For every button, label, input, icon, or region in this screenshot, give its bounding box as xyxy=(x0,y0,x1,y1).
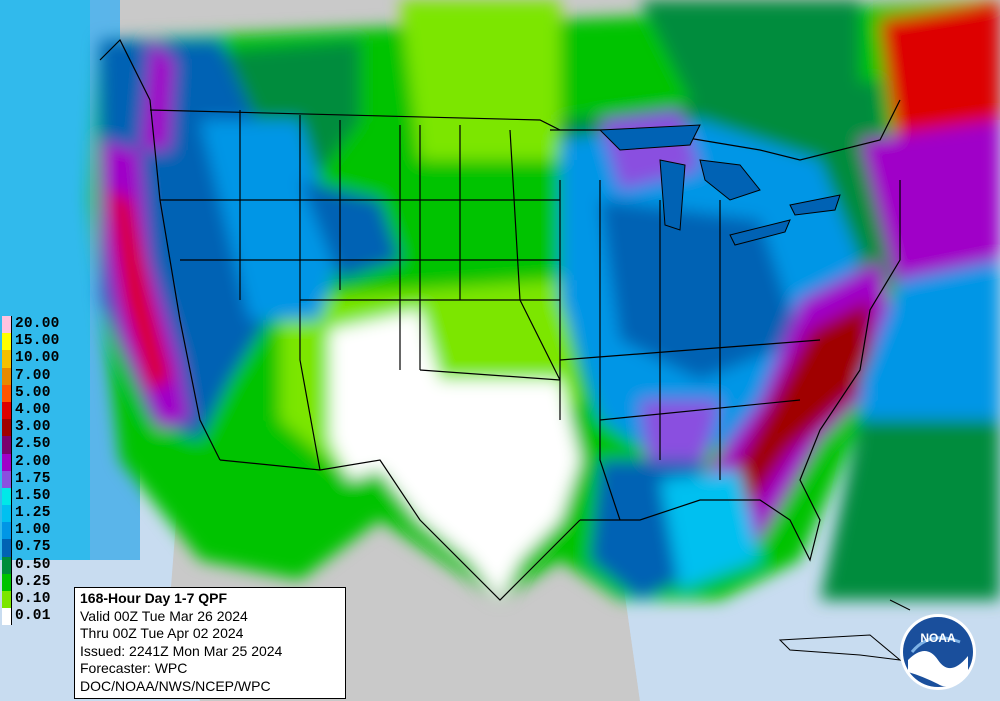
legend-label: 0.50 xyxy=(15,556,51,573)
legend-row: 0.10 xyxy=(2,591,74,609)
legend-label: 2.50 xyxy=(15,436,51,453)
legend-label: 20.00 xyxy=(15,316,60,332)
agency: DOC/NOAA/NWS/NCEP/WPC xyxy=(80,677,271,694)
legend-label: 2.00 xyxy=(15,453,51,470)
precip-legend: 20.00 15.00 10.00 7.00 5.00 4.00 3.00 2.50 2.00 1… xyxy=(2,316,74,626)
legend-label: 0.75 xyxy=(15,539,51,556)
legend-swatch xyxy=(2,419,12,437)
great-lakes xyxy=(598,124,841,246)
legend-row: 0.75 xyxy=(2,539,74,557)
thru-time: Thru 00Z Tue Apr 02 2024 xyxy=(80,625,244,641)
legend-label: 7.00 xyxy=(15,367,51,384)
legend-row: 20.00 xyxy=(2,316,74,334)
legend-label: 0.25 xyxy=(15,573,51,590)
legend-row: 1.50 xyxy=(2,487,74,506)
valid-time: Valid 00Z Tue Mar 26 2024 xyxy=(80,607,248,624)
noaa-logo-text: NOAA xyxy=(920,631,956,645)
legend-row: 7.00 xyxy=(2,367,74,385)
legend-label: 1.00 xyxy=(15,522,51,539)
legend-swatch xyxy=(2,367,12,385)
legend-swatch xyxy=(2,384,12,402)
legend-row: 0.25 xyxy=(2,573,74,591)
legend-row: 2.50 xyxy=(2,436,74,454)
legend-swatch xyxy=(2,487,12,506)
legend-row: 5.00 xyxy=(2,384,74,402)
legend-row: 15.00 xyxy=(2,333,74,351)
legend-swatch xyxy=(2,522,12,540)
legend-swatch xyxy=(2,591,12,609)
legend-row: 2.00 xyxy=(2,453,74,471)
legend-swatch xyxy=(2,350,12,368)
precip-field xyxy=(90,0,1000,600)
legend-label: 10.00 xyxy=(15,350,60,367)
legend-swatch xyxy=(2,436,12,454)
forecaster: Forecaster: WPC xyxy=(80,660,188,676)
legend-label: 0.01 xyxy=(15,608,51,625)
legend-swatch xyxy=(2,453,12,471)
legend-label: 1.75 xyxy=(15,470,51,487)
legend-row: 10.00 xyxy=(2,350,74,368)
legend-label: 4.00 xyxy=(15,401,51,418)
islands xyxy=(778,599,911,661)
legend-label: 3.00 xyxy=(15,419,51,436)
legend-swatch xyxy=(2,573,12,591)
map-title: 168-Hour Day 1-7 QPF xyxy=(80,590,228,606)
legend-row: 1.00 xyxy=(2,522,74,540)
noaa-logo: NOAA xyxy=(900,614,976,690)
legend-swatch xyxy=(2,539,12,557)
legend-swatch xyxy=(2,333,12,351)
legend-row: 4.00 xyxy=(2,401,74,420)
legend-row: 3.00 xyxy=(2,419,74,437)
legend-label: 5.00 xyxy=(15,384,51,401)
legend-swatch xyxy=(2,556,12,574)
legend-label: 1.50 xyxy=(15,487,51,504)
legend-swatch xyxy=(2,401,12,420)
legend-label: 1.25 xyxy=(15,505,51,522)
legend-swatch xyxy=(2,316,12,334)
legend-label: 15.00 xyxy=(15,333,60,350)
legend-label: 0.10 xyxy=(15,591,51,607)
legend-swatch xyxy=(2,608,12,626)
state-borders xyxy=(99,38,901,601)
legend-swatch xyxy=(2,470,12,488)
info-box: 168-Hour Day 1-7 QPF Valid 00Z Tue Mar 2… xyxy=(74,587,346,699)
issued-time: Issued: 2241Z Mon Mar 25 2024 xyxy=(80,642,283,659)
legend-row: 1.25 xyxy=(2,505,74,523)
legend-row: 0.01 xyxy=(2,608,74,626)
legend-row: 0.50 xyxy=(2,556,74,574)
legend-swatch xyxy=(2,505,12,523)
legend-row: 1.75 xyxy=(2,470,74,488)
